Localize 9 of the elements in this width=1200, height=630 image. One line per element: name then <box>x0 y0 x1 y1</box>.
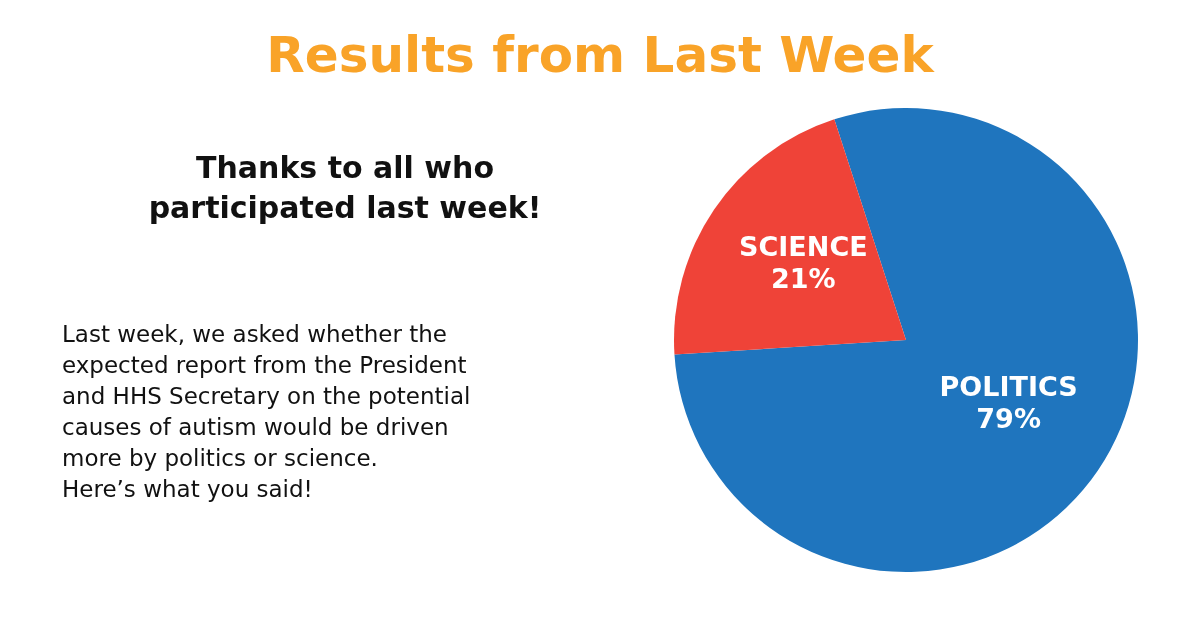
slice-label: SCIENCE <box>739 231 868 263</box>
chart-title: Results from Last Week <box>266 26 936 84</box>
text: Thanks to all who participated last week! <box>148 150 542 225</box>
pie-slice <box>674 108 1138 572</box>
slice-label: POLITICS <box>939 370 1078 402</box>
data-label: 21% <box>771 263 836 295</box>
pie-slice <box>674 119 906 355</box>
data-label: 79% <box>976 402 1041 434</box>
text: Last week, we asked whether the expected report from the President and HHS Secretary on the potential causes of autism would be driven more by politics or science. Here’s what you said! <box>62 321 471 502</box>
